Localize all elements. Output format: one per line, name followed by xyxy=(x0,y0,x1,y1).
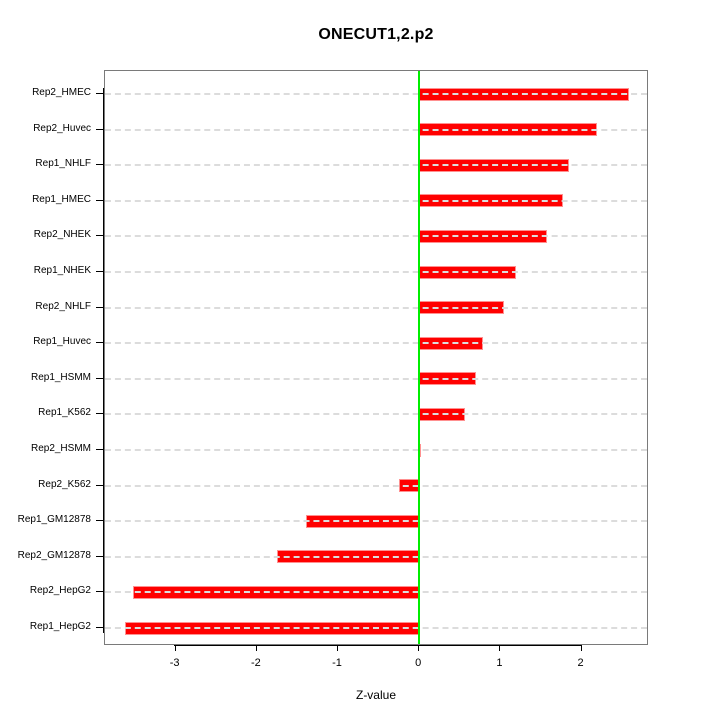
plot-inner xyxy=(105,71,647,644)
x-tick-label-1: 1 xyxy=(496,657,503,669)
gridline-Rep2_HepG2 xyxy=(105,591,647,594)
y-label-Rep2_K562: Rep2_K562 xyxy=(38,478,91,490)
gridline-Rep2_HSMM xyxy=(105,449,647,451)
x-tick-label--1: -1 xyxy=(332,657,342,669)
y-label-Rep1_K562: Rep1_K562 xyxy=(38,407,91,419)
x-tick--1 xyxy=(337,645,339,651)
y-label-Rep1_NHEK: Rep1_NHEK xyxy=(33,265,91,276)
y-axis-line xyxy=(103,88,104,633)
x-axis-line xyxy=(174,645,582,646)
y-label-Rep2_GM12878: Rep2_GM12878 xyxy=(17,549,91,561)
y-tick-Rep2_NHEK xyxy=(96,235,103,237)
plot-area xyxy=(104,70,648,645)
x-tick-1 xyxy=(499,645,501,651)
x-axis-title: Z-value xyxy=(355,688,396,702)
x-tick-label-0: 0 xyxy=(415,657,422,669)
y-label-Rep1_HMEC: Rep1_HMEC xyxy=(32,193,91,205)
gridline-Rep1_HSMM xyxy=(105,377,647,380)
gridline-Rep1_Huvec xyxy=(105,342,647,345)
y-label-Rep1_HepG2: Rep1_HepG2 xyxy=(29,621,91,632)
y-tick-Rep1_K562 xyxy=(96,413,103,415)
gridline-Rep1_GM12878 xyxy=(105,520,647,523)
y-label-Rep1_GM12878: Rep1_GM12878 xyxy=(17,514,91,526)
y-label-Rep2_NHLF: Rep2_NHLF xyxy=(35,300,91,312)
x-tick-label-2: 2 xyxy=(577,657,584,669)
gridline-Rep1_HepG2 xyxy=(105,627,647,629)
y-tick-Rep1_NHEK xyxy=(96,271,103,272)
gridline-Rep2_Huvec xyxy=(105,128,647,131)
gridline-Rep1_K562 xyxy=(105,413,647,416)
y-tick-Rep2_NHLF xyxy=(96,306,103,308)
y-tick-Rep2_HMEC xyxy=(96,93,103,94)
y-label-Rep1_HSMM: Rep1_HSMM xyxy=(30,371,91,383)
x-tick--2 xyxy=(255,645,257,651)
y-tick-Rep1_NHLF xyxy=(96,164,103,166)
y-tick-Rep2_Huvec xyxy=(96,128,103,130)
y-label-Rep1_NHLF: Rep1_NHLF xyxy=(35,158,91,170)
y-label-Rep1_Huvec: Rep1_Huvec xyxy=(33,336,91,348)
gridline-Rep2_NHEK xyxy=(105,235,647,238)
y-tick-Rep1_Huvec xyxy=(96,342,103,344)
x-tick-0 xyxy=(418,645,420,651)
x-tick--3 xyxy=(174,645,176,651)
x-tick-label--3: -3 xyxy=(169,657,180,669)
gridline-Rep1_HMEC xyxy=(105,199,647,202)
x-tick-2 xyxy=(580,645,582,651)
chart-title: ONECUT1,2.p2 xyxy=(318,26,434,43)
y-tick-Rep2_GM12878 xyxy=(96,555,103,557)
y-label-Rep2_HSMM: Rep2_HSMM xyxy=(30,443,91,454)
y-tick-Rep1_HepG2 xyxy=(96,627,103,628)
zero-reference-line xyxy=(418,71,421,644)
gridline-Rep2_NHLF xyxy=(105,306,647,309)
y-tick-Rep2_HepG2 xyxy=(96,591,103,593)
gridline-Rep2_HMEC xyxy=(105,93,647,95)
y-tick-Rep1_GM12878 xyxy=(96,520,103,522)
y-label-Rep2_HepG2: Rep2_HepG2 xyxy=(29,585,91,597)
y-label-Rep2_NHEK: Rep2_NHEK xyxy=(33,229,91,241)
y-tick-Rep1_HMEC xyxy=(96,199,103,201)
y-tick-Rep2_K562 xyxy=(96,484,103,486)
gridline-Rep2_GM12878 xyxy=(105,555,647,558)
y-label-Rep2_HMEC: Rep2_HMEC xyxy=(32,87,91,98)
y-tick-Rep1_HSMM xyxy=(96,377,103,379)
gridline-Rep2_K562 xyxy=(105,484,647,487)
gridline-Rep1_NHEK xyxy=(105,271,647,273)
y-label-Rep2_Huvec: Rep2_Huvec xyxy=(33,122,91,134)
gridline-Rep1_NHLF xyxy=(105,164,647,167)
x-tick-label--2: -2 xyxy=(250,657,261,669)
y-tick-Rep2_HSMM xyxy=(96,449,103,450)
